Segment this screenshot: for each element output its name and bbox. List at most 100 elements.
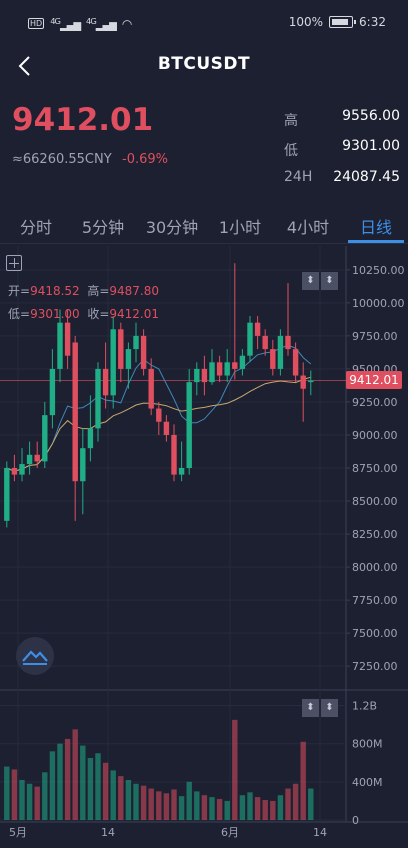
candle-body [224, 362, 230, 376]
volume-bar [156, 791, 162, 820]
mountain-logo-icon [22, 650, 48, 665]
signal-icon: 4G▂▄▆ [50, 16, 81, 32]
volume-bar [19, 779, 25, 820]
volume-bar [232, 719, 238, 820]
volume-bar [247, 792, 253, 820]
volume-bar [34, 786, 40, 820]
candle-body [80, 448, 86, 482]
nav-bar: BTCUSDT [0, 44, 408, 88]
candle-body [72, 342, 78, 482]
price-scale-toggle[interactable]: ⬍ ⬍ [302, 272, 338, 290]
ohlc-row-1: 开=9418.52 高=9487.80 [8, 282, 159, 299]
volume-bar [49, 751, 56, 820]
candle-body [270, 349, 276, 369]
volume-bar [57, 743, 63, 820]
clock: 6:32 [359, 15, 386, 29]
volume-bar [72, 729, 78, 820]
back-button[interactable] [10, 50, 42, 82]
tab-daily[interactable]: 日线 [359, 218, 392, 237]
low-label-ohlc: 低= [8, 307, 31, 321]
price-axis-label: 8000.00 [352, 561, 398, 574]
candle-body [64, 322, 71, 356]
volume-bar [308, 788, 314, 820]
moving-average-line [6, 344, 312, 472]
price-axis-label: 9750.00 [352, 330, 398, 343]
candlestick-chart[interactable]: 10250.0010000.009750.009500.009250.00900… [0, 246, 408, 848]
collapse-icon-vol: ⬍ [321, 699, 338, 717]
candle-body [11, 468, 18, 475]
volume-bar [292, 783, 299, 820]
volume-bar [262, 799, 268, 820]
volume-bar [148, 788, 154, 820]
high-value-ohlc: 9487.80 [109, 284, 160, 298]
candle-body [285, 335, 291, 350]
volume-bar [110, 770, 116, 820]
expand-icon-vol: ⬍ [302, 699, 319, 717]
volume-bar [42, 772, 48, 820]
volume-bar [26, 783, 33, 820]
volume-bar [95, 753, 101, 820]
open-value: 9418.52 [30, 284, 80, 298]
low-label: 低 [284, 143, 298, 159]
candle-body [163, 421, 170, 435]
crosshair-toggle-icon[interactable] [6, 255, 22, 271]
high-label-ohlc: 高= [87, 284, 110, 298]
candle-body [118, 329, 124, 369]
volume-bar [102, 762, 109, 820]
x-axis-label: 6月 [221, 826, 239, 839]
close-value-ohlc: 9412.01 [109, 307, 160, 321]
price-axis-label: 8250.00 [352, 528, 398, 541]
expand-icon: ⬍ [302, 272, 319, 290]
volume-bar [80, 745, 86, 820]
candle-body [300, 375, 306, 389]
volume-scale-toggle[interactable]: ⬍ ⬍ [302, 699, 338, 717]
volume-bar [270, 800, 276, 820]
candle-body [49, 368, 56, 416]
last-price: 9412.01 [12, 102, 154, 138]
x-axis-label: 5月 [9, 826, 27, 839]
candle-body [34, 454, 40, 462]
low-value-ohlc: 9301.00 [30, 307, 80, 321]
volume-bar [254, 797, 261, 820]
battery-percent: 100% [288, 15, 324, 29]
volume-bar [216, 799, 223, 820]
hd-badge: HD [28, 18, 45, 30]
candle-body [232, 362, 238, 369]
price-change: -0.69% [122, 152, 168, 167]
page-title: BTCUSDT [157, 54, 251, 74]
candle-body [186, 382, 192, 468]
volume-bar [171, 789, 177, 820]
price-axis-label: 9250.00 [352, 396, 398, 409]
tab-timeline[interactable]: 分时 [19, 218, 52, 237]
price-axis-label: 10250.00 [352, 264, 405, 277]
candle-body [87, 428, 94, 449]
candle-body [171, 434, 177, 475]
candle-body [247, 322, 253, 356]
x-axis-label: 14 [101, 826, 115, 839]
tab-30min[interactable]: 30分钟 [145, 218, 199, 237]
volume-bars [4, 719, 314, 820]
volume-bar [178, 796, 185, 820]
volume-bar [201, 795, 208, 820]
volume-bar [140, 785, 147, 820]
tab-5min[interactable]: 5分钟 [81, 218, 125, 237]
candle-body [110, 329, 116, 396]
candle-body [125, 349, 132, 369]
volume-bar [285, 788, 291, 820]
app-logo-button[interactable] [16, 637, 54, 675]
price-axis-label: 7750.00 [352, 594, 398, 607]
candle-body [209, 362, 215, 383]
ohlc-row-2: 低=9301.00 收=9412.01 [8, 305, 159, 322]
volume-bar [64, 738, 71, 820]
volume-bar [118, 776, 124, 820]
tab-1hour[interactable]: 1小时 [218, 218, 262, 237]
candle-body [4, 468, 10, 521]
candle-body [194, 368, 200, 383]
active-tab-indicator [348, 240, 404, 243]
volume-bar [11, 769, 18, 820]
candle-body [277, 335, 284, 369]
status-bar: HD 4G▂▄▆ 4G▂▄▆ ◠ 100% 6:32 [0, 0, 408, 44]
tab-4hour[interactable]: 4小时 [286, 218, 330, 237]
volume-bar [300, 741, 306, 820]
candle-body [216, 362, 223, 376]
